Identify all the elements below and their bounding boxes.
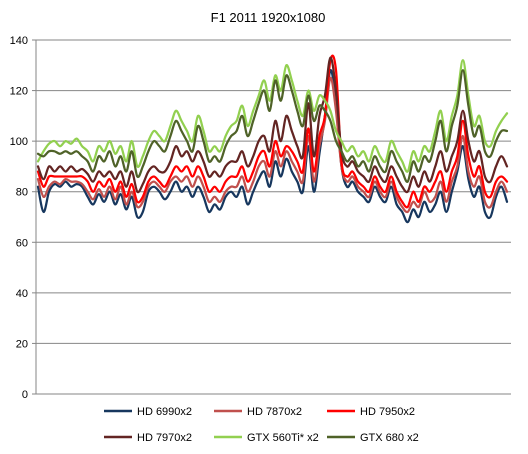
y-tick-label: 80 <box>16 187 28 199</box>
legend-label-hd-7970x2: HD 7970x2 <box>137 432 192 444</box>
series-line-hd-6990x2 <box>36 69 509 224</box>
series-line-hd-7870x2 <box>36 76 509 214</box>
series-line-hd-7950x2 <box>36 54 509 209</box>
y-tick-label: 120 <box>10 86 28 98</box>
legend-label-hd-6990x2: HD 6990x2 <box>137 406 192 418</box>
y-tick-label: 140 <box>10 35 28 47</box>
y-tick-label: 0 <box>22 389 28 401</box>
y-tick-label: 20 <box>16 338 28 350</box>
series-lines <box>36 54 509 224</box>
series-line-hd-7970x2 <box>36 56 509 194</box>
y-tick-label: 40 <box>16 288 28 300</box>
legend-label-hd-7950x2: HD 7950x2 <box>360 406 415 418</box>
legend-label-gtx-560ti-x2: GTX 560Ti* x2 <box>247 432 319 444</box>
y-axis: 0 20 40 60 80 100 120 140 <box>10 35 511 401</box>
y-tick-label: 100 <box>10 136 28 148</box>
series-line-gtx-680-x2 <box>36 69 509 183</box>
legend-label-gtx-680-x2: GTX 680 x2 <box>360 432 419 444</box>
y-tick-label: 60 <box>16 237 28 249</box>
legend: HD 6990x2 HD 7870x2 HD 7950x2 HD 7970x2 GTX … <box>104 406 419 444</box>
chart-title: F1 2011 1920x1080 <box>211 10 326 25</box>
legend-label-hd-7870x2: HD 7870x2 <box>247 406 302 418</box>
